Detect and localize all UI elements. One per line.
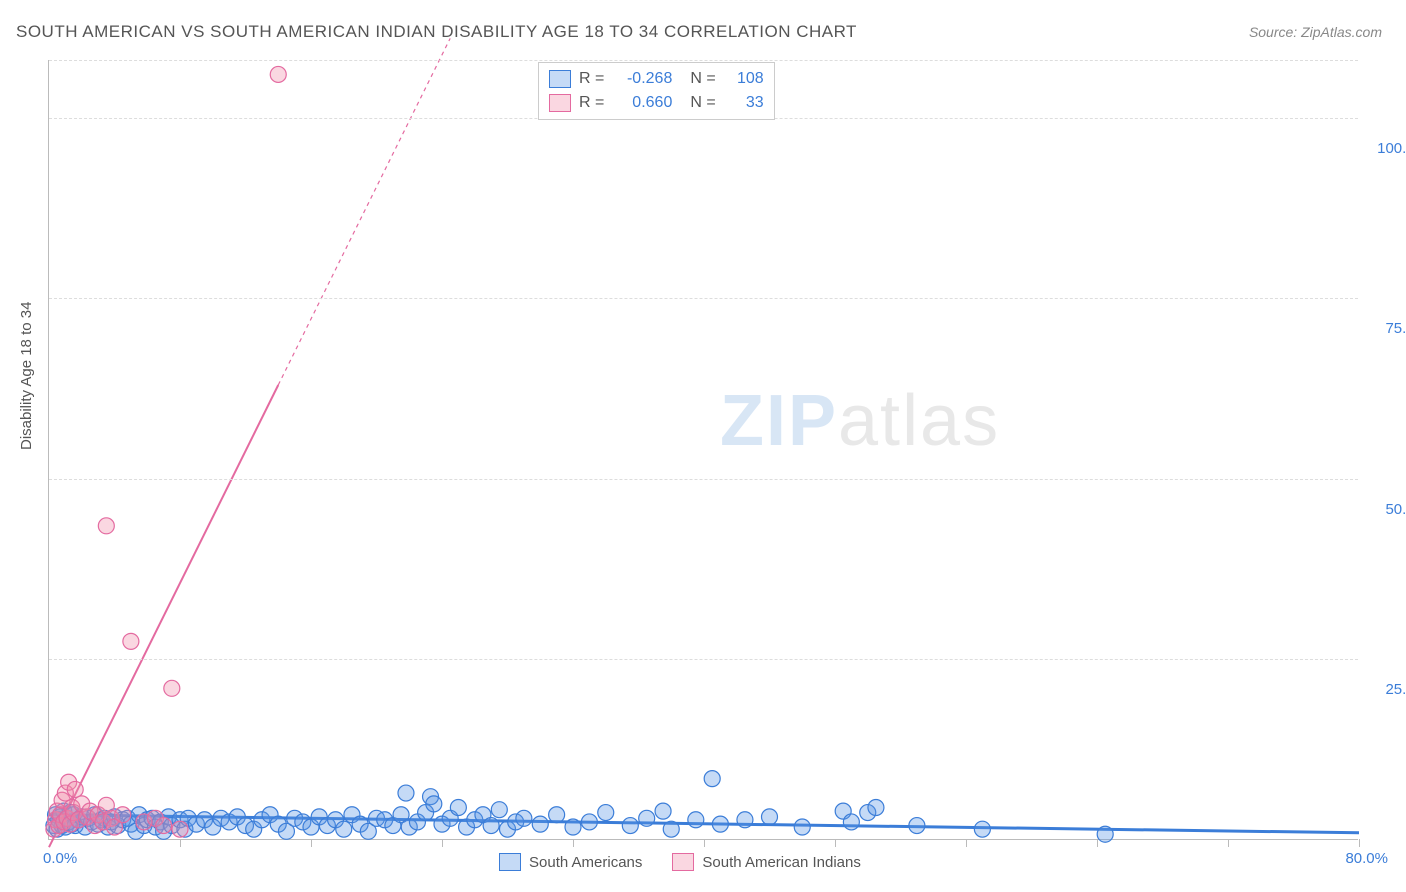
chart-title: SOUTH AMERICAN VS SOUTH AMERICAN INDIAN … — [16, 22, 857, 42]
stat-n-label: N = — [690, 67, 715, 91]
x-tick — [311, 839, 312, 847]
stats-row: R = 0.660 N = 33 — [549, 91, 764, 115]
x-tick — [704, 839, 705, 847]
legend-swatch-blue — [499, 853, 521, 871]
stats-row: R = -0.268 N = 108 — [549, 67, 764, 91]
x-tick — [442, 839, 443, 847]
source-label: Source: ZipAtlas.com — [1249, 24, 1382, 40]
y-tick-label: 25.0% — [1385, 681, 1406, 698]
chart-area: South Americans South American Indians 2… — [48, 60, 1358, 840]
legend-bottom: South Americans South American Indians — [499, 853, 861, 871]
stat-n-value: 33 — [724, 91, 764, 115]
gridline-horizontal — [49, 659, 1358, 660]
scatter-plot — [49, 60, 1358, 839]
x-tick — [1228, 839, 1229, 847]
x-origin-label: 0.0% — [43, 850, 77, 867]
stats-swatch-pink — [549, 94, 571, 112]
gridline-horizontal — [49, 479, 1358, 480]
stat-r-label: R = — [579, 67, 604, 91]
x-tick — [1359, 839, 1360, 847]
x-tick — [966, 839, 967, 847]
x-tick — [573, 839, 574, 847]
stat-r-label: R = — [579, 91, 604, 115]
stats-swatch-blue — [549, 70, 571, 88]
stats-box: R = -0.268 N = 108 R = 0.660 N = 33 — [538, 62, 775, 120]
y-tick-label: 75.0% — [1385, 320, 1406, 337]
legend-label: South Americans — [529, 854, 642, 871]
legend-item: South Americans — [499, 853, 642, 871]
stat-r-value: -0.268 — [612, 67, 672, 91]
legend-swatch-pink — [672, 853, 694, 871]
stat-n-value: 108 — [724, 67, 764, 91]
y-tick-label: 50.0% — [1385, 501, 1406, 518]
legend-item: South American Indians — [672, 853, 860, 871]
x-tick — [180, 839, 181, 847]
legend-label: South American Indians — [702, 854, 860, 871]
stat-r-value: 0.660 — [612, 91, 672, 115]
x-tick — [835, 839, 836, 847]
y-axis-label: Disability Age 18 to 34 — [18, 302, 35, 450]
x-max-label: 80.0% — [1345, 850, 1388, 867]
stat-n-label: N = — [690, 91, 715, 115]
gridline-horizontal — [49, 60, 1358, 61]
x-tick — [1097, 839, 1098, 847]
y-tick-label: 100.0% — [1377, 140, 1406, 157]
gridline-horizontal — [49, 298, 1358, 299]
